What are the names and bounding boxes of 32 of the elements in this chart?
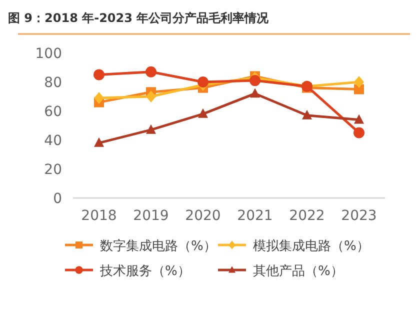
point [146, 124, 156, 134]
x-tick-label: 2022 [289, 208, 325, 224]
y-tick-label: 100 [35, 46, 62, 62]
point [146, 66, 156, 78]
legend-label: 模拟集成电路（%） [253, 239, 370, 254]
y-tick-label: 80 [44, 75, 62, 91]
point [146, 90, 156, 102]
y-tick-label: 40 [44, 133, 62, 149]
point [94, 69, 104, 80]
y-tick-label: 0 [53, 191, 62, 207]
x-tick-label: 2018 [81, 208, 117, 224]
point [198, 76, 208, 88]
y-tick-label: 20 [44, 162, 62, 178]
y-tick-label: 60 [44, 104, 62, 120]
legend-label: 数字集成电路（%） [100, 238, 216, 254]
point [354, 114, 364, 124]
x-tick-label: 2020 [185, 208, 221, 224]
x-tick-label: 2023 [341, 208, 377, 224]
point [94, 137, 104, 147]
point [354, 84, 364, 94]
legend-label: 其他产品（%） [253, 264, 344, 279]
point [354, 76, 364, 88]
point [354, 127, 364, 138]
point [198, 108, 208, 118]
point [302, 110, 312, 120]
legend-label: 技术服务（%） [99, 264, 190, 279]
point [250, 88, 260, 98]
chart-title: 图 9：2018 年-2023 年公司分产品毛利率情况 [8, 11, 270, 25]
x-tick-label: 2021 [237, 208, 273, 224]
x-tick-label: 2019 [133, 208, 169, 224]
point [250, 75, 260, 86]
point [94, 92, 104, 104]
